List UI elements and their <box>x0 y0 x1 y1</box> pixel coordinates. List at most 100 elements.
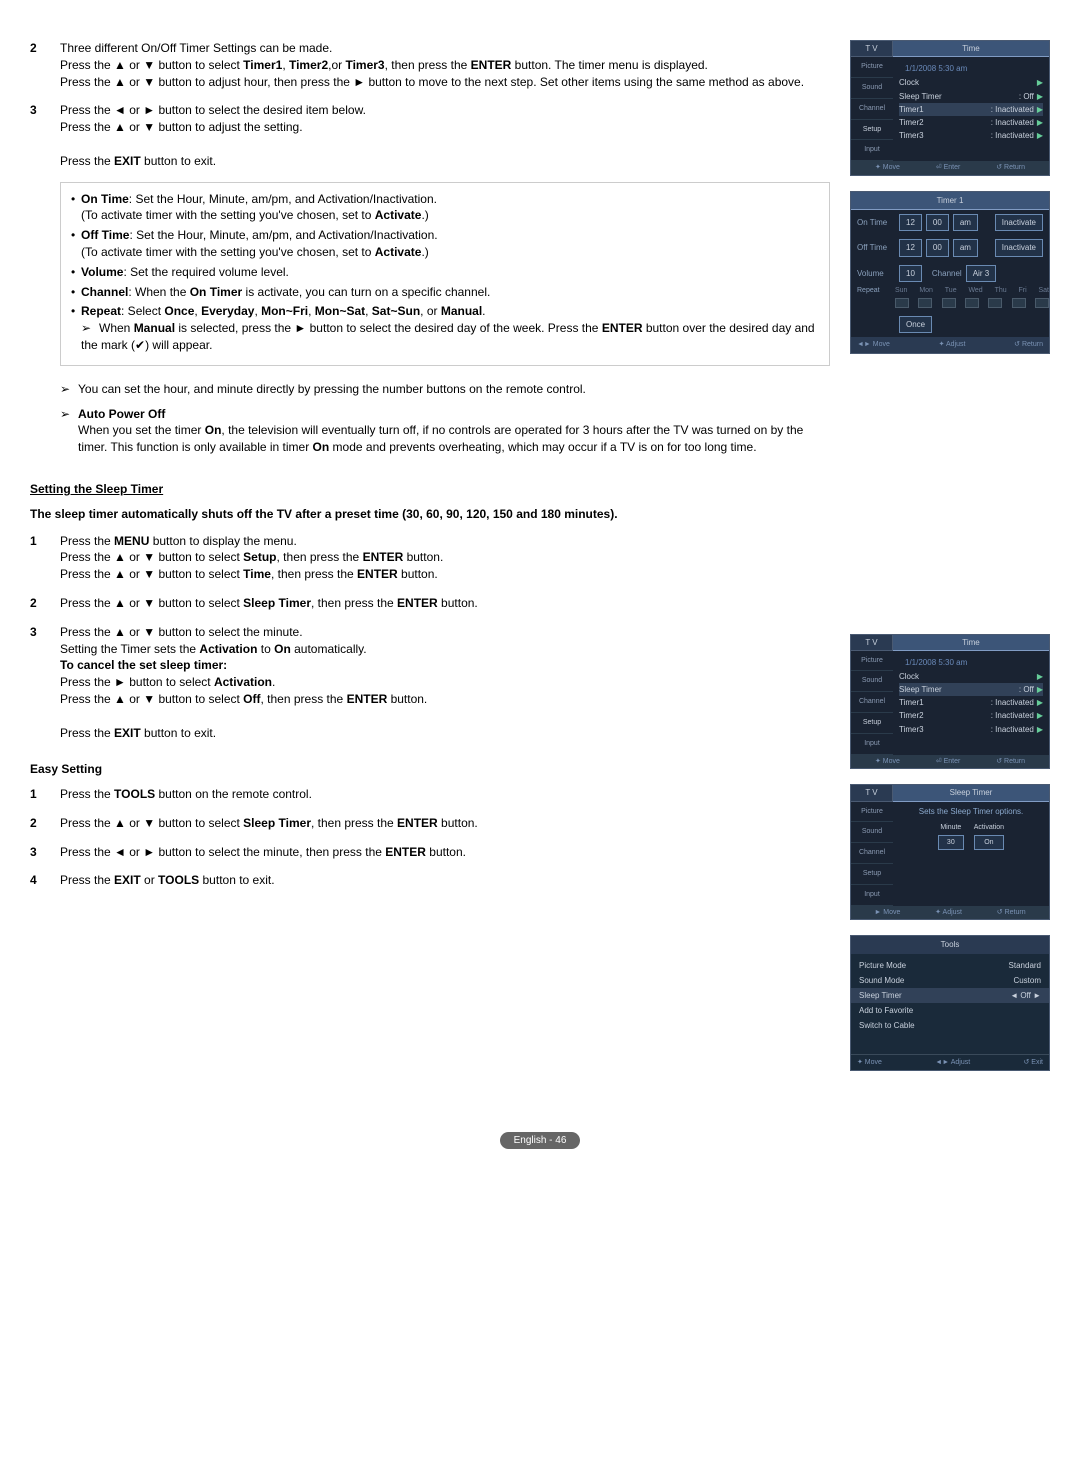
osd-row: Timer2: Inactivated▶ <box>899 709 1043 722</box>
osd-tab: Input <box>851 140 893 161</box>
step-number: 2 <box>30 815 60 832</box>
step-text: Press the ◄ or ► button to select the de… <box>60 102 830 169</box>
osd-row: Clock▶ <box>899 76 1043 89</box>
step: 4Press the EXIT or TOOLS button to exit. <box>30 872 830 889</box>
instruction-column: 2Three different On/Off Timer Settings c… <box>30 40 830 1071</box>
step-number: 2 <box>30 595 60 612</box>
tools-footer: ✦ Move◄► Adjust↺ Exit <box>851 1054 1049 1071</box>
tools-row-value: Custom <box>1013 975 1041 986</box>
timer-day: Wed <box>968 286 982 296</box>
bullet-item: Off Time: Set the Hour, Minute, am/pm, a… <box>71 227 819 261</box>
step: 3Press the ▲ or ▼ button to select the m… <box>30 624 830 742</box>
sleep-intro: The sleep timer automatically shuts off … <box>30 506 830 523</box>
osd-tab: Picture <box>851 57 893 78</box>
step: 1Press the TOOLS button on the remote co… <box>30 786 830 803</box>
step-number: 1 <box>30 786 60 803</box>
timer-day: Tue <box>945 286 957 296</box>
step-number: 1 <box>30 533 60 583</box>
osd-row: Timer3: Inactivated▶ <box>899 129 1043 142</box>
sleep-col-value: On <box>974 835 1004 851</box>
osd-row-label: Sleep Timer <box>899 91 1019 102</box>
osd-row-label: Clock <box>899 671 1034 682</box>
timer-activate-box: Inactivate <box>995 239 1043 256</box>
timer-label: Off Time <box>857 242 895 253</box>
timer-value-box: Air 3 <box>966 265 996 282</box>
timer-day: Sun <box>895 286 907 296</box>
sleep-col-header: Minute <box>938 823 964 833</box>
timer-footer: ◄► Move✦ Adjust↺ Return <box>851 337 1049 353</box>
osd-footer: ► Move✦ Adjust↺ Return <box>851 906 1049 920</box>
tools-row-value: Standard <box>1009 960 1041 971</box>
osd-row-label: Timer3 <box>899 724 991 735</box>
sleep-col: Activation On <box>974 823 1004 851</box>
timer-value-box: am <box>953 239 978 256</box>
osd-tv-label: T V <box>851 41 893 57</box>
timer-day-checkbox <box>895 298 909 308</box>
osd-time-2: T VTimePictureSoundChannelSetupInput1/1/… <box>850 634 1050 770</box>
tools-title: Tools <box>851 936 1049 953</box>
timer-value-box: 00 <box>926 214 949 231</box>
step-text: Press the ▲ or ▼ button to select Sleep … <box>60 815 830 832</box>
osd-row-value: : Inactivated▶ <box>991 117 1043 128</box>
osd-tab: Channel <box>851 99 893 120</box>
osd-tab: Input <box>851 885 893 906</box>
osd-row: Timer2: Inactivated▶ <box>899 116 1043 129</box>
page-number: English - 46 <box>30 1131 1050 1148</box>
tools-row-label: Switch to Cable <box>859 1020 915 1031</box>
timer-day-checkbox <box>918 298 932 308</box>
timer-once-box: Once <box>899 316 932 333</box>
timer-title: Timer 1 <box>851 192 1049 210</box>
osd-tab: Sound <box>851 78 893 99</box>
osd-row-value: : Inactivated▶ <box>991 697 1043 708</box>
step-text: Press the ▲ or ▼ button to select Sleep … <box>60 595 830 612</box>
timer-row: Off Time1200amInactivate <box>851 235 1049 260</box>
chevron-right-icon: ▶ <box>1037 698 1043 707</box>
tools-row-label: Add to Favorite <box>859 1005 913 1016</box>
tools-row: Sound ModeCustom <box>851 973 1049 988</box>
step-text: Press the ◄ or ► button to select the mi… <box>60 844 830 861</box>
osd-tv-label: T V <box>851 635 893 651</box>
step-text: Press the TOOLS button on the remote con… <box>60 786 830 803</box>
step: 3Press the ◄ or ► button to select the d… <box>30 102 830 169</box>
auto-power-body: When you set the timer On, the televisio… <box>78 422 830 456</box>
bullet-item: Repeat: Select Once, Everyday, Mon~Fri, … <box>71 303 819 353</box>
osd-tools: ToolsPicture ModeStandardSound ModeCusto… <box>850 935 1050 1071</box>
osd-timer1: Timer 1On Time1200amInactivateOff Time12… <box>850 191 1050 354</box>
osd-datetime: 1/1/2008 5:30 am <box>899 61 1043 76</box>
step-number: 4 <box>30 872 60 889</box>
timer-repeat-label: Repeat <box>851 286 895 312</box>
osd-sleep-timer: T VSleep TimerPictureSoundChannelSetupIn… <box>850 784 1050 920</box>
timer-day: Thu <box>995 286 1007 296</box>
osd-row-value: ▶ <box>1034 77 1043 88</box>
step-number: 3 <box>30 102 60 169</box>
sleep-col-value: 30 <box>938 835 964 851</box>
timer-day-checkbox <box>1035 298 1049 308</box>
osd-title: Sleep Timer <box>893 785 1049 801</box>
osd-row-label: Sleep Timer <box>899 684 1019 695</box>
timer-day: Mon <box>919 286 933 296</box>
osd-time-1: T VTimePictureSoundChannelSetupInput1/1/… <box>850 40 1050 176</box>
auto-power-title: Auto Power Off <box>78 406 830 423</box>
chevron-right-icon: ▶ <box>1037 78 1043 87</box>
osd-row-value: : Inactivated▶ <box>991 130 1043 141</box>
osd-datetime: 1/1/2008 5:30 am <box>899 655 1043 670</box>
step-text: Press the EXIT or TOOLS button to exit. <box>60 872 830 889</box>
chevron-right-icon: ▶ <box>1037 685 1043 694</box>
timer-day: Sat <box>1038 286 1049 296</box>
chevron-right-icon: ▶ <box>1037 131 1043 140</box>
step-number: 3 <box>30 844 60 861</box>
tools-row-label: Sleep Timer <box>859 990 902 1001</box>
tools-row: Sleep Timer◄ Off ► <box>851 988 1049 1003</box>
osd-row: Timer1: Inactivated▶ <box>899 103 1043 116</box>
timer-row: Volume10ChannelAir 3 <box>851 261 1049 286</box>
osd-row-value: : Inactivated▶ <box>991 710 1043 721</box>
step-number: 3 <box>30 624 60 742</box>
sleep-col-header: Activation <box>974 823 1004 833</box>
note-remote: You can set the hour, and minute directl… <box>60 381 830 398</box>
tools-row: Switch to Cable <box>851 1018 1049 1033</box>
bullet-item: On Time: Set the Hour, Minute, am/pm, an… <box>71 191 819 225</box>
timer-activate-box: Inactivate <box>995 214 1043 231</box>
sleep-heading: Setting the Sleep Timer <box>30 481 830 498</box>
timer-day-checkbox <box>988 298 1002 308</box>
timer-label: On Time <box>857 217 895 228</box>
